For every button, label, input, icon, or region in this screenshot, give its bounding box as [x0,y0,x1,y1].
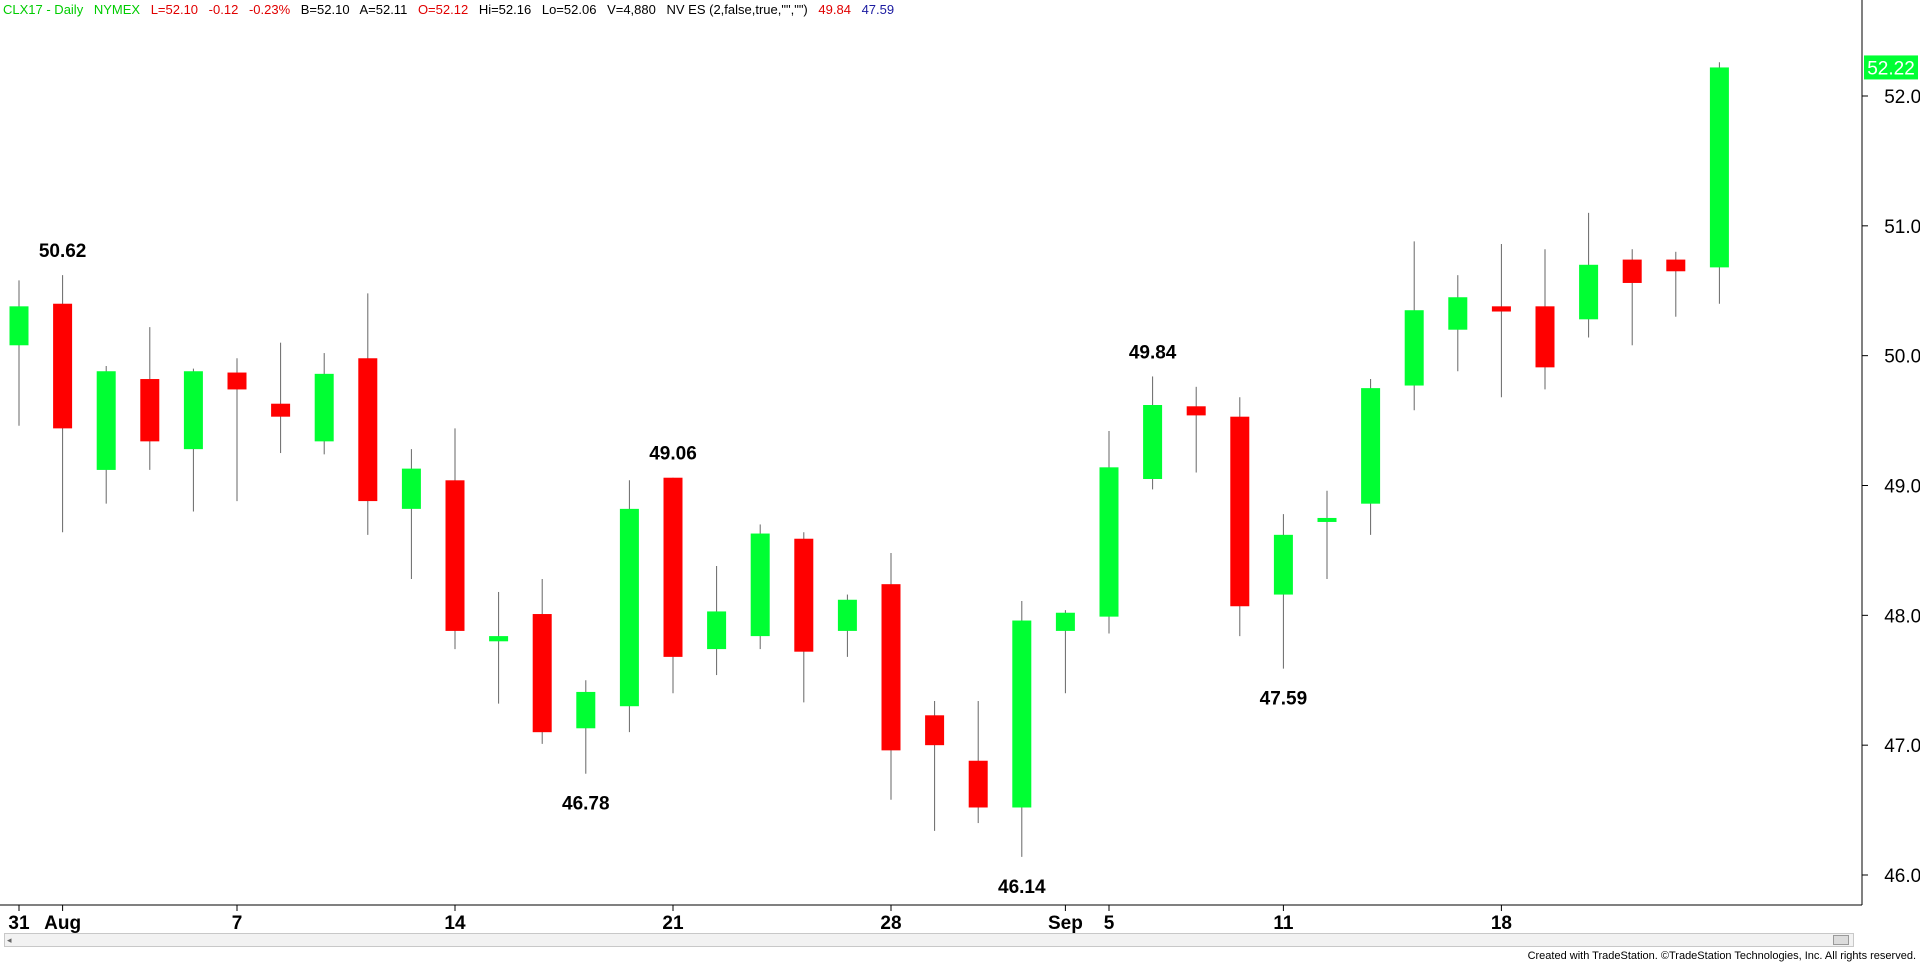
candle-body-up [489,636,509,642]
y-tick-label: 52.00 [1884,87,1920,108]
candle-body-up [837,599,857,631]
swing-price-label: 46.14 [998,877,1046,898]
time-scrollbar[interactable]: ◂ [4,933,1854,947]
candle-body-up [1099,467,1119,617]
x-tick-label: 31 [8,913,30,934]
last-price-label: L=52.10 [150,2,199,17]
change-label: -0.12 [208,2,239,17]
candle-body-up [1273,534,1293,595]
x-tick-label: 11 [1273,913,1294,934]
candle-body-up [576,691,596,729]
candle-body-down [140,379,160,442]
last-price-label: 52.22 [1867,58,1915,79]
x-tick-label: 14 [444,913,466,934]
candle-body-down [532,614,552,733]
y-tick-label: 51.00 [1884,217,1920,238]
change-pct-label: -0.23% [248,2,291,17]
open-label: O=52.12 [417,2,469,17]
swing-price-label: 50.62 [39,241,87,262]
candle-body-up [1448,297,1468,330]
candle-body-down [271,403,291,417]
candle-body-down [1535,306,1555,368]
candle-body-down [358,358,378,502]
indicator-value-2: 47.59 [861,2,895,17]
copyright-footer: Created with TradeStation. ©TradeStation… [1527,950,1916,962]
candle-body-up [1317,517,1337,522]
last-price-box [1864,55,1918,80]
indicator-label: NV ES (2,false,true,"","") [666,2,808,17]
candle-body-down [227,372,247,390]
candle-body-up [707,611,727,650]
candle-body-up [1404,310,1424,386]
candle-body-up [183,371,203,450]
x-tick-label: Aug [44,913,81,934]
chart-header: CLX17 - Daily NYMEX L=52.10 -0.12 -0.23%… [3,2,901,17]
x-tick-label: 28 [880,913,901,934]
x-tick-label: 5 [1104,913,1115,934]
exchange-label: NYMEX [93,2,141,17]
candle-body-down [794,538,814,652]
y-tick-label: 47.00 [1884,736,1920,757]
candle-body-up [619,508,639,707]
swing-price-label: 49.84 [1129,342,1177,363]
x-tick-label: 21 [662,913,684,934]
candle-body-down [1491,306,1511,312]
swing-price-label: 49.06 [649,444,697,465]
scroll-left-arrow-icon[interactable]: ◂ [7,935,12,945]
candle-body-down [1230,416,1250,607]
volume-label: V=4,880 [607,2,656,17]
y-tick-label: 49.00 [1884,477,1920,498]
candle-body-up [1012,620,1032,808]
candle-body-down [1622,259,1642,283]
candle-body-down [53,303,73,429]
x-tick-label: Sep [1048,913,1083,934]
bid-label: B=52.10 [300,2,350,17]
candle-body-up [9,306,29,346]
candle-body-down [1666,259,1686,272]
y-tick-label: 50.00 [1884,347,1920,368]
candle-body-up [1709,67,1729,268]
swing-price-label: 46.78 [562,794,610,815]
candle-body-down [968,760,988,808]
candle-body-down [663,477,683,657]
candle-body-up [401,468,421,509]
candle-body-up [96,371,116,470]
candle-body-up [314,373,334,442]
scroll-thumb[interactable] [1833,935,1849,945]
candle-body-up [1579,264,1599,320]
candle-body-up [1143,405,1163,480]
low-label: Lo=52.06 [541,2,597,17]
y-tick-label: 46.00 [1884,866,1920,887]
candle-body-up [750,533,770,637]
candle-body-down [1186,406,1206,416]
candle-body-up [1055,612,1075,631]
swing-price-label: 47.59 [1260,689,1308,710]
candle-body-down [925,715,945,746]
x-tick-label: 7 [232,913,243,934]
x-tick-label: 18 [1491,913,1512,934]
y-tick-label: 48.00 [1884,606,1920,627]
high-label: Hi=52.16 [478,2,532,17]
candle-body-down [445,480,465,631]
indicator-value-1: 49.84 [818,2,851,17]
candle-body-down [881,584,901,751]
ask-label: A=52.11 [359,2,408,17]
candle-body-up [1361,388,1381,504]
symbol-label: CLX17 - Daily [3,2,84,17]
